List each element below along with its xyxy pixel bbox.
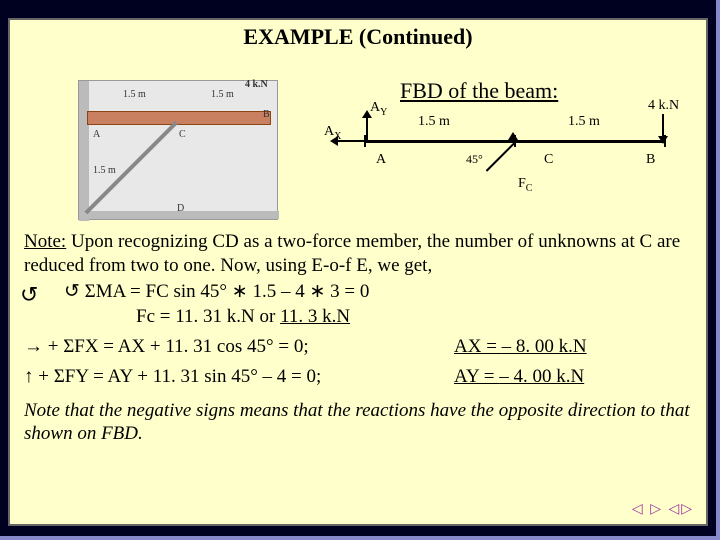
eq-fx-right: AX = – 8. 00 k.N (454, 335, 587, 359)
fbd-a: A (376, 152, 386, 168)
fbd-sketch: AY AX 4 k.N 1.5 m 1.5 m A 45° C B FC (318, 108, 688, 218)
fbd-angle: 45° (466, 152, 483, 167)
diagram-height: 1.5 m (93, 165, 116, 176)
fbd-heading: FBD of the beam: (400, 78, 558, 104)
fbd-load: 4 k.N (648, 98, 679, 114)
fbd-fc: FC (518, 176, 532, 194)
diagram-span2: 1.5 m (211, 89, 234, 100)
fbd-span1: 1.5 m (418, 114, 450, 130)
body-text: Note: Upon recognizing CD as a two-force… (24, 230, 700, 448)
eq-moment: ↺ ΣMA = FC sin 45° ∗ 1.5 – 4 ∗ 3 = 0 (24, 280, 700, 304)
note-text: Upon recognizing CD as a two-force membe… (24, 231, 680, 276)
diagram-label-b: B (263, 109, 270, 120)
diagram-label-d: D (177, 203, 184, 214)
diagram-span1: 1.5 m (123, 89, 146, 100)
eq-fy-right: AY = – 4. 00 k.N (454, 365, 584, 389)
slide-title: EXAMPLE (Continued) (10, 20, 706, 50)
fbd-ax: AX (324, 124, 341, 142)
eq-fy-left: ↑ + ΣFY = AY + 11. 31 sin 45° – 4 = 0; (24, 365, 454, 389)
nav-arrows[interactable]: ◁ ▷ ◁▷ (632, 501, 694, 518)
fbd-span2: 1.5 m (568, 114, 600, 130)
eq-fx-left: → + ΣFX = AX + 11. 31 cos 45° = 0; (24, 335, 454, 359)
fbd-ay: AY (370, 100, 387, 118)
reference-diagram: A C B D 1.5 m 1.5 m 4 k.N 1.5 m (78, 80, 278, 220)
note-label: Note: (24, 231, 66, 252)
closing-note: Note that the negative signs means that … (24, 399, 700, 447)
fbd-b: B (646, 152, 655, 168)
diagram-force: 4 k.N (245, 79, 268, 90)
diagram-label-a: A (93, 129, 100, 140)
diagram-label-c: C (179, 129, 186, 140)
fbd-c: C (544, 152, 553, 168)
eq-fc: Fc = 11. 31 k.N or 11. 3 k.N (24, 305, 700, 329)
